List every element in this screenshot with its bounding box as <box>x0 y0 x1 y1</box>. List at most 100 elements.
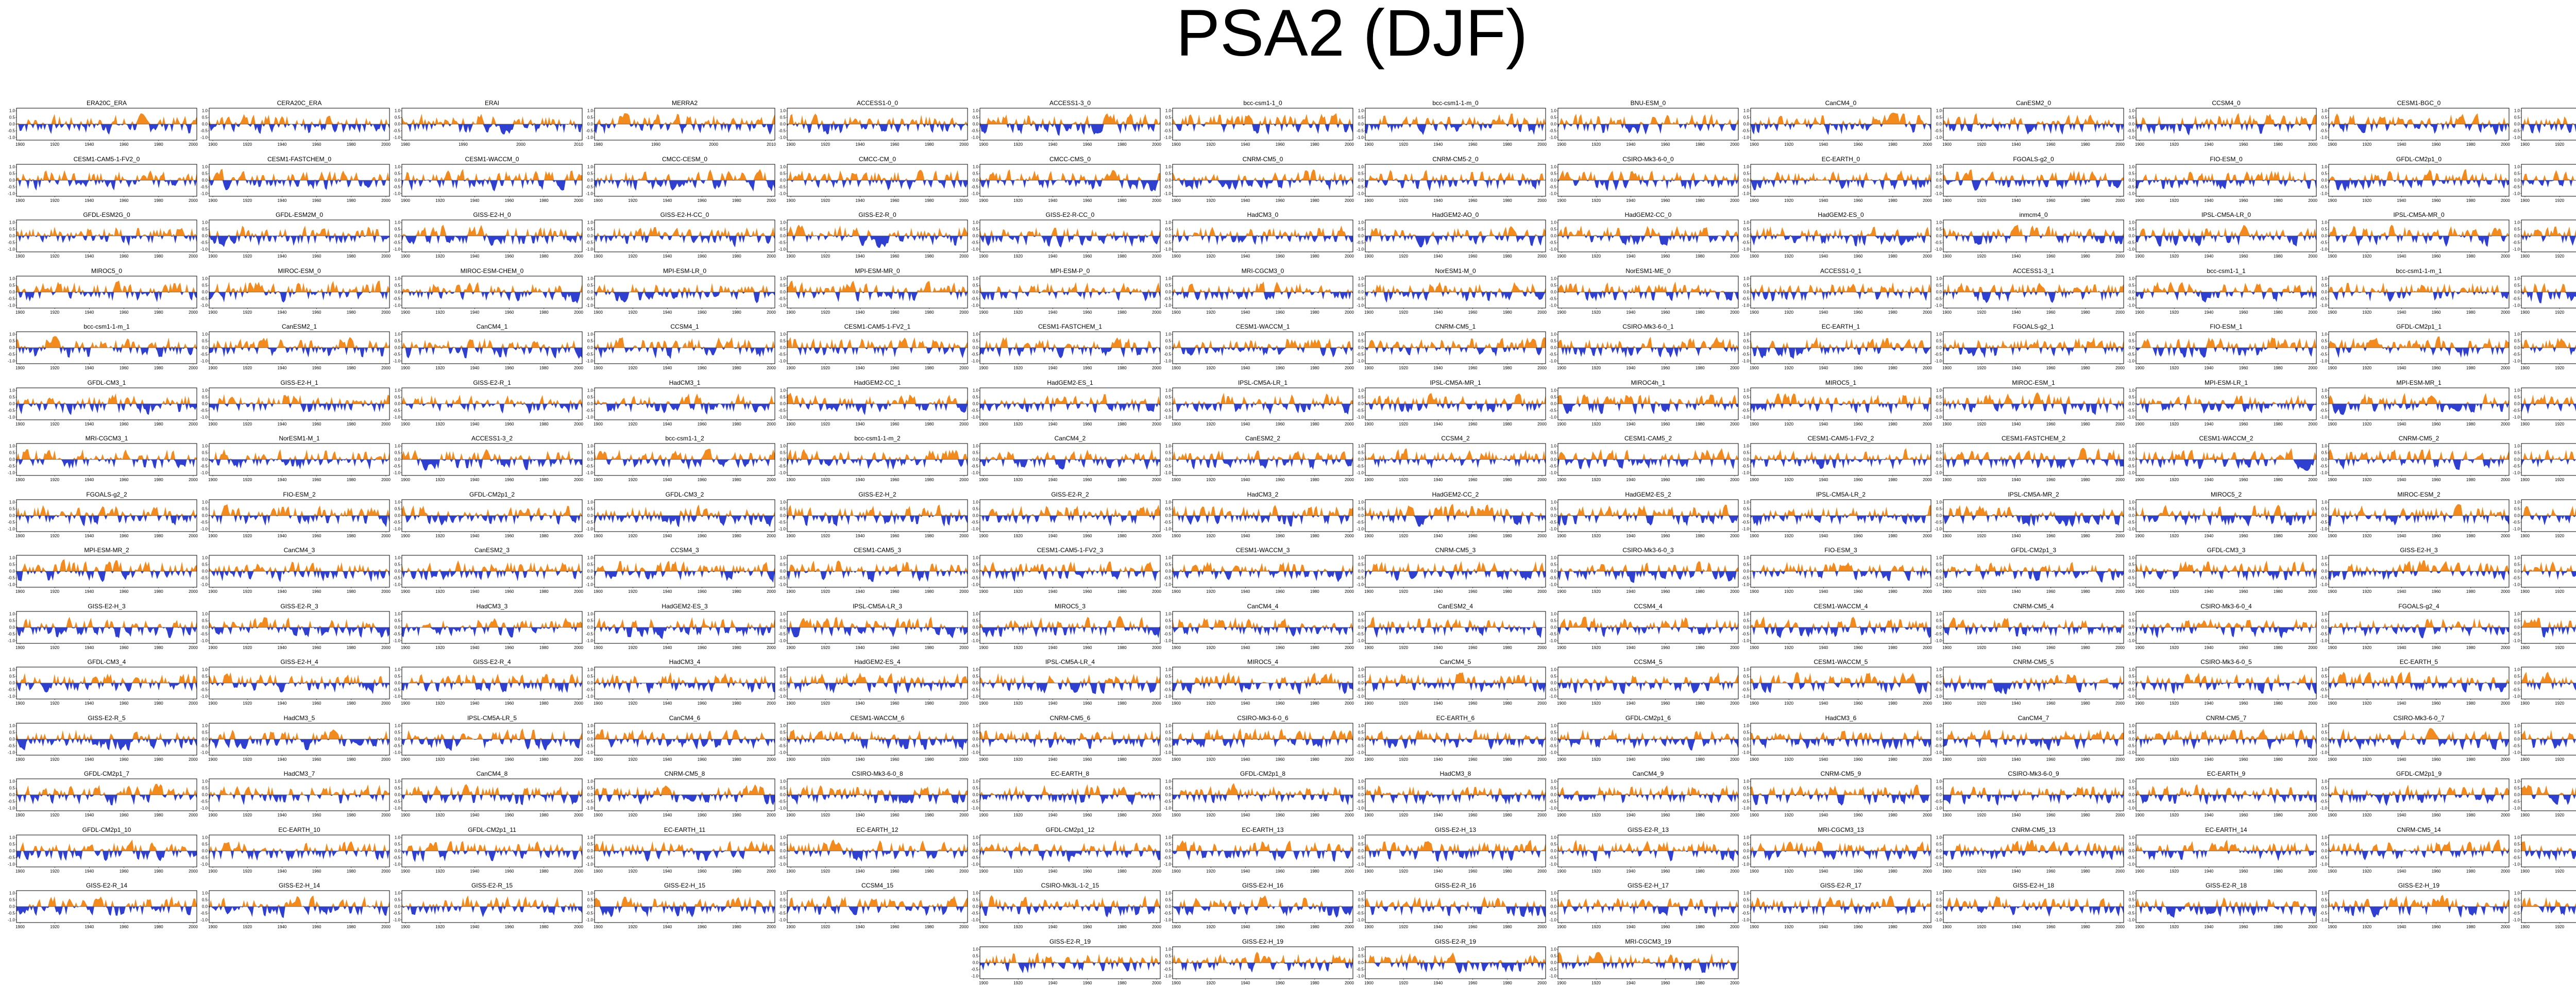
positive-area <box>1558 337 1738 348</box>
x-tick-label: 1920 <box>1399 254 1408 259</box>
positive-area <box>1173 450 1353 459</box>
y-tick-label: 0.5 <box>202 395 208 399</box>
x-tick-label: 1980 <box>1888 422 1897 427</box>
y-tick-label: 1.0 <box>202 444 208 449</box>
negative-area <box>1943 571 2124 583</box>
x-tick-label: 1920 <box>2170 534 2179 538</box>
x-tick-label: 1920 <box>628 645 637 650</box>
panel-title: bcc-csm1-1_0 <box>1243 99 1282 107</box>
y-tick-label: -1.0 <box>1164 582 1171 587</box>
y-tick-label: 1.0 <box>2321 109 2328 113</box>
y-tick-label: 0.5 <box>1165 618 1172 623</box>
x-tick-label: 1920 <box>628 366 637 370</box>
x-tick-label: 1900 <box>594 198 603 203</box>
y-tick-label: 0.5 <box>780 395 786 399</box>
x-tick-label: 1940 <box>1626 254 1636 259</box>
panel-title: CanCM4_2 <box>1055 435 1086 442</box>
panel-139: GFDL-CM2p1_4-1.0-0.50.00.51.019001920194… <box>2510 602 2576 654</box>
y-tick-label: 0.0 <box>395 401 401 406</box>
x-tick-label: 2000 <box>2308 757 2317 762</box>
y-tick-label: 1.0 <box>2129 276 2135 281</box>
x-tick-label: 1940 <box>2205 142 2214 147</box>
y-tick-label: 1.0 <box>780 332 786 337</box>
x-tick-label: 1940 <box>278 645 287 650</box>
y-tick-label: 0.5 <box>2129 339 2135 344</box>
positive-area <box>1751 729 1931 739</box>
y-tick-label: -0.5 <box>2320 128 2327 133</box>
y-tick-label: 0.5 <box>395 339 401 344</box>
negative-area <box>2329 404 2509 415</box>
y-tick-label: 0.5 <box>1551 283 1557 287</box>
x-tick-label: 1980 <box>539 198 549 203</box>
x-tick-label: 1980 <box>1503 645 1512 650</box>
positive-area <box>1943 225 2124 236</box>
x-tick-label: 1940 <box>2205 645 2214 650</box>
y-tick-label: 0.0 <box>2514 178 2520 182</box>
x-tick-label: 1980 <box>347 422 356 427</box>
y-tick-label: 1.0 <box>1551 556 1557 560</box>
x-tick-label: 1900 <box>1942 366 1952 370</box>
panel-title: GISS-E2-H_4 <box>280 658 318 666</box>
panel-title: CESM1-CAM5-1-FV2_1 <box>844 323 911 330</box>
x-tick-label: 1920 <box>2362 478 2371 482</box>
positive-area <box>2136 673 2316 683</box>
y-tick-label: -1.0 <box>1935 750 1942 755</box>
x-tick-label: 1900 <box>594 589 603 594</box>
x-tick-label: 1960 <box>698 813 707 817</box>
x-tick-label: 1980 <box>732 813 741 817</box>
panel-title: GFDL-CM3_3 <box>2207 547 2246 554</box>
y-tick-label: 0.0 <box>2321 234 2328 238</box>
x-tick-label: 2000 <box>1730 645 1739 650</box>
x-tick-label: 1920 <box>2555 757 2564 762</box>
x-tick-label: 1920 <box>821 589 830 594</box>
y-tick-label: 0.0 <box>1936 513 1942 518</box>
y-tick-label: 1.0 <box>395 556 401 560</box>
x-tick-label: 1990 <box>459 142 468 147</box>
x-tick-label: 1940 <box>1241 422 1250 427</box>
y-tick-label: -1.0 <box>2320 135 2327 140</box>
y-tick-label: -0.5 <box>971 743 978 748</box>
panel-title: HadCM3_3 <box>477 603 508 610</box>
x-tick-label: 1940 <box>85 254 94 259</box>
negative-area <box>16 124 197 134</box>
y-tick-label: 0.5 <box>1936 115 1942 120</box>
y-tick-label: -0.5 <box>586 799 593 804</box>
x-tick-label: 1940 <box>470 645 480 650</box>
y-tick-label: 1.0 <box>2129 668 2135 672</box>
y-tick-label: 0.5 <box>395 562 401 567</box>
y-tick-label: -0.5 <box>586 296 593 301</box>
y-tick-label: 1.0 <box>587 388 594 393</box>
negative-area <box>209 627 389 638</box>
y-tick-label: 0.5 <box>9 506 15 511</box>
positive-area <box>2136 728 2316 739</box>
positive-area <box>1173 113 1353 124</box>
y-tick-label: -0.5 <box>1164 632 1171 636</box>
y-tick-label: 0.5 <box>1551 674 1557 679</box>
y-tick-label: 0.5 <box>395 674 401 679</box>
y-tick-label: -0.5 <box>8 632 15 636</box>
x-tick-label: 1960 <box>505 757 514 762</box>
y-tick-label: -0.5 <box>393 687 400 692</box>
x-tick-label: 1980 <box>2081 534 2090 538</box>
y-tick-label: 0.0 <box>1551 457 1557 462</box>
y-tick-label: 0.0 <box>2129 122 2135 127</box>
y-tick-label: 0.5 <box>1358 171 1364 176</box>
y-tick-label: -0.5 <box>1742 799 1749 804</box>
y-tick-label: -0.5 <box>586 575 593 580</box>
y-tick-label: 1.0 <box>1936 444 1942 449</box>
negative-area <box>16 292 197 302</box>
x-tick-label: 2000 <box>1537 701 1547 706</box>
y-tick-label: -0.5 <box>1549 184 1556 189</box>
x-tick-label: 1940 <box>1241 701 1250 706</box>
x-tick-label: 2000 <box>189 198 198 203</box>
x-tick-label: 1940 <box>470 813 480 817</box>
y-tick-label: -0.5 <box>586 128 593 133</box>
x-tick-label: 1920 <box>1977 254 1986 259</box>
x-tick-label: 2000 <box>2115 757 2125 762</box>
y-tick-label: 1.0 <box>2514 109 2520 113</box>
y-tick-label: -0.5 <box>1164 687 1171 692</box>
y-tick-label: -0.5 <box>2513 408 2520 413</box>
